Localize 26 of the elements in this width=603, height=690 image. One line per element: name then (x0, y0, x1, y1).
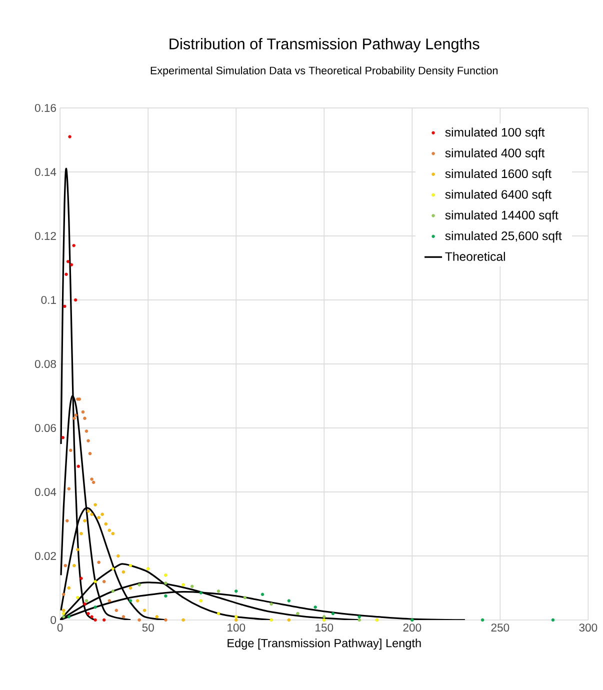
y-tick-label: 0.16 (34, 104, 56, 112)
x-tick-label: 100 (227, 624, 245, 632)
legend-label: Theoretical (445, 252, 505, 261)
x-tick-label: 0 (57, 624, 63, 632)
legend-label: simulated 25,600 sqft (445, 231, 562, 243)
x-tick-label: 50 (142, 624, 154, 632)
x-tick-label: 300 (579, 624, 597, 632)
chart-subtitle: Experimental Simulation Data vs Theoretical Probability Density Function (150, 66, 498, 76)
legend-label: simulated 6400 sqft (445, 190, 552, 202)
y-tick-label: 0.04 (34, 488, 56, 496)
y-tick-label: 0.14 (34, 168, 56, 176)
legend-label: simulated 14400 sqft (445, 210, 558, 222)
legend-label: simulated 1600 sqft (445, 169, 552, 180)
y-tick-label: 0.06 (34, 424, 56, 432)
y-tick-label: 0.02 (34, 552, 56, 560)
legend-label: simulated 100 sqft (445, 128, 544, 140)
chart-title: Distribution of Transmission Pathway Lengths (169, 38, 480, 52)
y-tick-label: 0.1 (41, 296, 56, 304)
y-tick-label: 0.12 (34, 232, 56, 240)
x-tick-label: 200 (403, 624, 421, 632)
legend-label: simulated 400 sqft (445, 148, 544, 160)
y-tick-label: 0.08 (34, 360, 56, 368)
x-tick-label: 150 (315, 624, 333, 632)
x-axis-title: Edge [Transmission Pathway] Length (227, 638, 421, 650)
y-tick-label: 0 (50, 616, 56, 624)
x-tick-label: 250 (491, 624, 509, 632)
